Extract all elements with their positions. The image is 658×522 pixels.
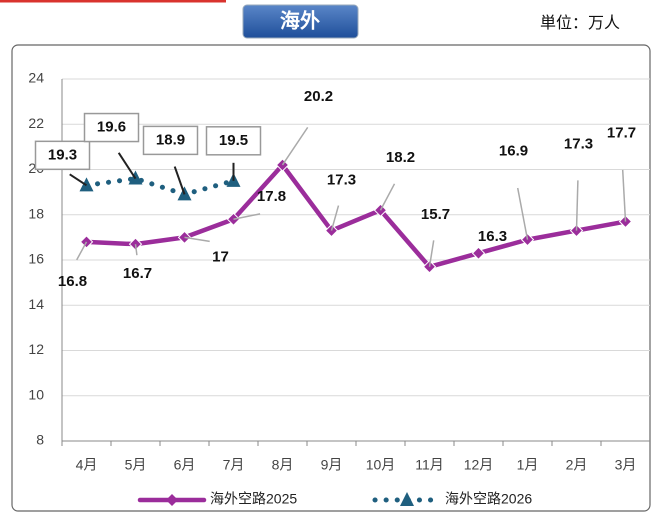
leader-line <box>575 180 579 231</box>
y-tick-label: 14 <box>28 296 44 312</box>
data-label: 16.7 <box>123 265 152 282</box>
y-tick-label: 12 <box>28 341 44 357</box>
x-tick-label: 2月 <box>566 457 588 473</box>
x-tick-label: 9月 <box>321 457 343 473</box>
marker <box>618 214 633 229</box>
leader-line <box>117 152 137 180</box>
label-box <box>83 112 140 143</box>
leader-line <box>76 241 88 261</box>
data-label: 16.3 <box>478 228 507 245</box>
data-label: 17.3 <box>564 136 593 153</box>
x-tick-label: 10月 <box>366 457 396 473</box>
legend-marker <box>166 494 178 506</box>
data-label: 18.9 <box>156 131 185 148</box>
leader-line <box>173 166 186 195</box>
y-tick-label: 24 <box>28 70 44 86</box>
legend-label: 海外空路2025 <box>210 491 297 507</box>
marker <box>422 260 437 274</box>
x-tick-label: 8月 <box>272 457 294 473</box>
x-tick-label: 4月 <box>76 457 98 473</box>
y-tick-label: 8 <box>36 432 44 448</box>
title-box <box>242 4 359 39</box>
leader-line <box>134 244 138 256</box>
marker <box>471 246 486 260</box>
data-label: 19.3 <box>48 146 77 163</box>
y-tick-label: 10 <box>28 386 44 402</box>
series-line <box>84 162 628 270</box>
x-tick-label: 7月 <box>223 457 245 473</box>
data-label: 16.8 <box>58 273 87 290</box>
data-label: 20.2 <box>304 88 333 105</box>
legend-marker <box>400 492 414 506</box>
chart-frame <box>11 44 651 512</box>
y-tick-label: 18 <box>28 205 44 221</box>
label-box <box>34 140 91 171</box>
leader-line <box>516 187 529 240</box>
x-tick-label: 6月 <box>174 457 196 473</box>
label-box <box>205 126 262 156</box>
data-label: 17.3 <box>327 172 356 189</box>
x-tick-label: 11月 <box>415 457 444 473</box>
data-label: 17 <box>212 248 229 265</box>
y-tick-label: 22 <box>28 115 44 131</box>
x-tick-label: 1月 <box>517 457 539 473</box>
unit-label: 単位：万人 <box>540 14 620 32</box>
leader-line <box>330 205 340 231</box>
leader-line <box>69 173 88 187</box>
legend-label: 海外空路2026 <box>445 491 532 507</box>
data-label: 16.9 <box>499 143 528 160</box>
leader-line <box>184 236 210 243</box>
series-line <box>84 176 236 197</box>
leader-line <box>233 213 261 221</box>
label-box <box>142 125 199 156</box>
leader-line <box>379 183 396 211</box>
data-label: 18.2 <box>386 149 415 166</box>
leader-line <box>281 126 309 166</box>
leader-line <box>621 169 627 222</box>
data-label: 19.5 <box>219 132 248 149</box>
y-tick-label: 16 <box>28 251 44 267</box>
x-tick-label: 3月 <box>615 457 637 473</box>
data-label: 19.6 <box>97 119 126 136</box>
leader-line <box>428 240 435 267</box>
data-label: 17.7 <box>607 125 636 142</box>
chart-title: 海外 <box>280 8 320 32</box>
x-tick-label: 12月 <box>464 457 494 473</box>
x-tick-label: 5月 <box>125 457 147 473</box>
data-label: 15.7 <box>421 206 450 223</box>
data-label: 17.8 <box>257 188 286 205</box>
